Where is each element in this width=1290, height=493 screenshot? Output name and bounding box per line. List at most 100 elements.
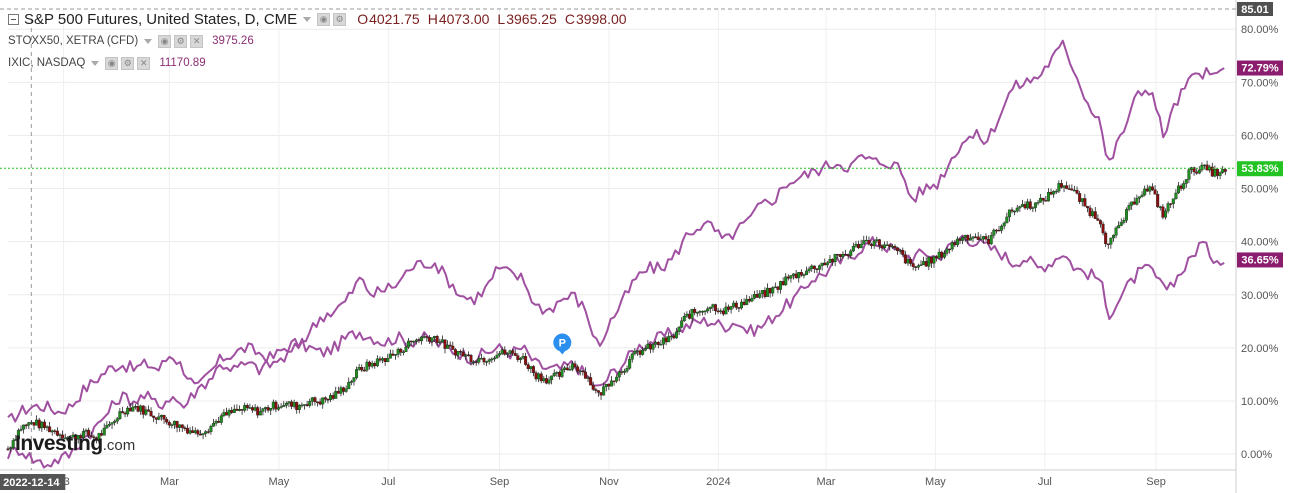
candle-body [149,411,153,417]
candle-body [316,401,320,403]
candle-body [724,306,728,315]
candle-body [269,408,273,411]
candle-body [414,339,418,342]
candle-body [1182,183,1186,189]
candle-body [555,372,559,374]
settings-gear-icon[interactable]: ⚙ [174,34,188,48]
candle-body [828,258,832,263]
candle-body [1046,192,1050,202]
candle-body [703,310,707,313]
legend-series-row-ixic: IXIC, NASDAQ ◉ ⚙ ✕ 11170.89 [8,52,627,74]
collapse-icon[interactable] [8,13,19,25]
close-icon[interactable]: ✕ [137,56,151,70]
candle-body [1150,186,1154,190]
candle-body [123,412,127,415]
candle-body [459,351,463,353]
candle-body [573,363,577,367]
candle-body [453,349,457,356]
candle-body [1036,201,1040,204]
candle-body [643,348,647,351]
candle-body [1135,197,1139,205]
candle-body [1007,209,1011,218]
candle-body [22,424,26,430]
candle-body [992,229,996,236]
candle-body [1195,171,1199,174]
candle-body [823,262,827,266]
candle-body [446,344,450,349]
candle-body [630,353,634,360]
candle-body [110,422,114,425]
chevron-down-icon[interactable] [144,38,153,44]
candle-body [1171,198,1175,204]
visibility-eye-icon[interactable]: ◉ [158,34,172,48]
candle-body [261,408,265,412]
x-tick-label: Mar [817,476,836,488]
candle-body [870,244,874,246]
visibility-eye-icon[interactable]: ◉ [105,56,119,70]
candle-body [1106,243,1110,246]
candle-body [118,411,122,419]
candle-body [664,337,668,343]
candle-body [1093,211,1097,219]
settings-gear-icon[interactable]: ⚙ [121,56,135,70]
candle-body [935,256,939,259]
candle-body [648,343,652,350]
candle-body [227,410,231,416]
close-icon[interactable]: ✕ [190,34,204,48]
candle-body [35,419,39,426]
candle-body [672,335,676,339]
candle-body [1169,203,1173,205]
candle-body [1067,188,1071,190]
candle-body [802,274,806,276]
candle-body [266,407,270,411]
high-value: 4073.00 [438,11,490,27]
candle-body [560,369,564,377]
candle-body [505,353,509,355]
candle-body [251,407,255,411]
settings-gear-icon[interactable]: ⚙ [333,12,347,26]
candle-body [420,336,424,342]
candle-body [1221,169,1225,173]
x-tick-label: Jul [1038,476,1052,488]
candle-body [1223,169,1227,172]
candle-body [433,336,437,338]
x-tick-label: Mar [160,476,179,488]
end-value-label: 53.83% [1241,163,1279,175]
candle-body [685,313,689,317]
open-label: O [357,11,369,27]
candle-body [721,310,725,315]
candle-body [953,242,957,246]
candle-body [550,375,554,381]
visibility-eye-icon[interactable]: ◉ [317,12,331,26]
chevron-down-icon[interactable] [303,16,312,22]
candle-body [1161,206,1165,218]
candle-body [1052,191,1056,195]
candle-body [854,243,858,247]
y-tick-label: 50.00% [1241,184,1279,196]
candle-body [781,281,785,286]
candle-body [1101,223,1105,234]
candle-body [1145,188,1149,192]
candle-body [745,298,749,305]
candle-body [1127,205,1131,210]
candle-body [165,419,169,423]
candle-body [264,407,268,409]
candle-body [1148,186,1152,192]
candle-body [708,306,712,309]
candle-body [412,340,416,343]
candle-body [911,263,915,267]
candle-body [237,409,241,411]
candle-body [373,363,377,367]
candle-body [981,236,985,240]
candle-body [942,253,946,258]
candle-body [945,248,949,254]
candle-body [1104,232,1108,245]
candle-body [352,377,356,382]
chevron-down-icon[interactable] [91,60,100,66]
candle-body [230,410,234,413]
candle-body [308,401,312,406]
x-tick-label: Sep [490,476,510,488]
candle-body [279,406,283,408]
candle-body [342,387,346,392]
